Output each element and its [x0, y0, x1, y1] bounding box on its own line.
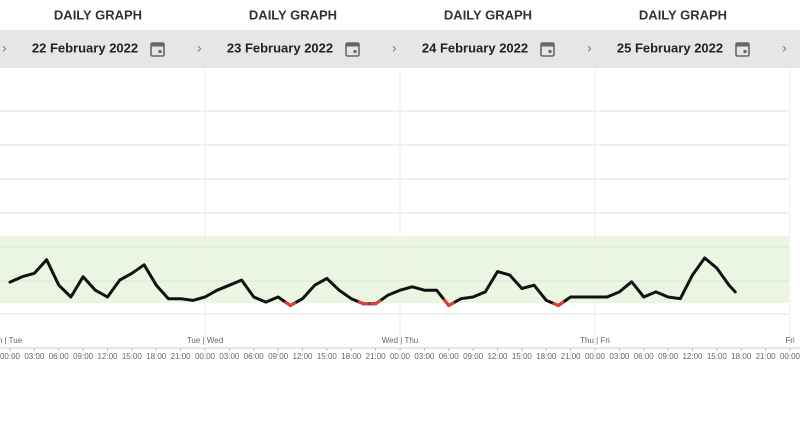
low-segment: [374, 299, 382, 306]
x-tick-label: 03:00: [414, 352, 435, 361]
panel-title: DAILY GRAPH: [54, 7, 142, 22]
panel-title: DAILY GRAPH: [249, 7, 337, 22]
calendar-top: [151, 43, 164, 47]
calendar-icon[interactable]: [540, 42, 555, 57]
x-tick-label: 12:00: [487, 352, 508, 361]
x-tick-label: 09:00: [73, 352, 94, 361]
calendar-top: [541, 43, 554, 47]
next-arrow[interactable]: ›: [782, 40, 787, 56]
x-tick-label: 12:00: [682, 352, 703, 361]
x-tick-label: 15:00: [317, 352, 338, 361]
calendar-icon[interactable]: [150, 42, 165, 57]
day-label: n | Tue: [0, 336, 23, 345]
x-tick-label: 00:00: [585, 352, 606, 361]
calendar-day: [158, 50, 162, 53]
x-tick-label: 21:00: [561, 352, 582, 361]
date-label[interactable]: 23 February 2022: [227, 40, 333, 55]
grid: [0, 110, 789, 214]
prev-arrow[interactable]: ›: [197, 40, 202, 56]
date-label[interactable]: 22 February 2022: [32, 40, 138, 55]
calendar-top: [346, 43, 359, 47]
x-tick-label: 00:00: [0, 352, 21, 361]
x-tick-label: 03:00: [219, 352, 240, 361]
x-tick-label: 18:00: [341, 352, 362, 361]
x-tick-label: 03:00: [24, 352, 45, 361]
x-tick-label: 15:00: [122, 352, 143, 361]
calendar-day: [743, 50, 747, 53]
x-tick-label: 15:00: [707, 352, 728, 361]
x-tick-label: 21:00: [171, 352, 192, 361]
panel-title: DAILY GRAPH: [444, 7, 532, 22]
x-tick-label: 09:00: [268, 352, 289, 361]
x-tick-label: 00:00: [195, 352, 216, 361]
date-label[interactable]: 25 February 2022: [617, 40, 723, 55]
day-label: Wed | Thu: [382, 336, 418, 345]
panel-title: DAILY GRAPH: [639, 7, 727, 22]
header: DAILY GRAPH › 22 February 2022 DAILY GRAPH ›…: [2, 7, 787, 57]
x-tick-label: 12:00: [292, 352, 313, 361]
calendar-day: [548, 50, 552, 53]
low-segment: [447, 301, 455, 308]
prev-arrow[interactable]: ›: [2, 40, 7, 56]
x-tick-label: 12:00: [97, 352, 118, 361]
x-tick-label: 18:00: [536, 352, 557, 361]
x-tick-label: 00:00: [780, 352, 800, 361]
x-tick-label: 03:00: [609, 352, 630, 361]
x-tick-label: 06:00: [244, 352, 265, 361]
date-bar: [0, 30, 800, 68]
x-tick-label: 15:00: [512, 352, 533, 361]
prev-arrow[interactable]: ›: [587, 40, 592, 56]
day-label: Thu | Fri: [580, 336, 610, 345]
x-tick-label: 00:00: [390, 352, 411, 361]
x-tick-label: 21:00: [366, 352, 387, 361]
x-tick-label: 21:00: [756, 352, 777, 361]
x-tick-label: 18:00: [731, 352, 752, 361]
x-tick-label: 18:00: [146, 352, 167, 361]
calendar-icon[interactable]: [735, 42, 750, 57]
plot: n | Tue Tue | Wed Wed | Thu Thu | Fri Fri 00:…: [0, 68, 800, 361]
x-tick-label: 09:00: [463, 352, 484, 361]
low-segment: [288, 301, 297, 308]
x-tick-label: 06:00: [49, 352, 70, 361]
x-tick-label: 06:00: [634, 352, 655, 361]
day-label: Fri: [785, 336, 795, 345]
day-label: Tue | Wed: [187, 336, 223, 345]
calendar-top: [736, 43, 749, 47]
x-tick-label: 09:00: [658, 352, 679, 361]
calendar-icon[interactable]: [345, 42, 360, 57]
low-segment: [556, 301, 565, 308]
date-label[interactable]: 24 February 2022: [422, 40, 528, 55]
x-tick-label: 06:00: [439, 352, 460, 361]
calendar-day: [353, 50, 357, 53]
prev-arrow[interactable]: ›: [392, 40, 397, 56]
